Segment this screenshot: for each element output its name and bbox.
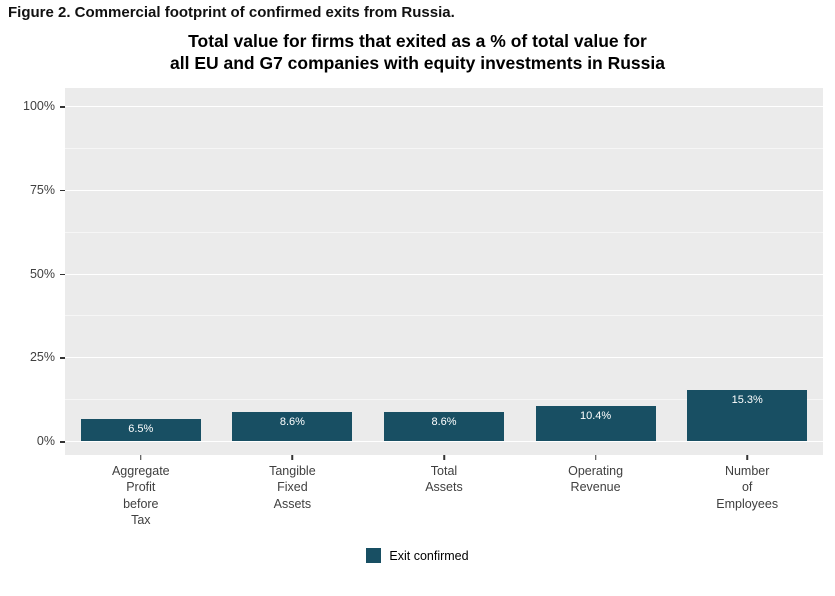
x-tick-label: Total Assets: [425, 464, 463, 495]
x-tick-mark: [443, 455, 445, 460]
y-tick-mark: [60, 441, 65, 443]
bar-value-label: 6.5%: [128, 423, 154, 436]
legend-swatch-icon: [366, 548, 382, 563]
x-tick-label: Operating Revenue: [568, 464, 624, 495]
gridline-minor: [65, 399, 823, 401]
bar: 8.6%: [232, 412, 353, 441]
bar: 8.6%: [384, 412, 504, 441]
x-tick-mark: [746, 455, 748, 460]
x-tick-mark: [594, 455, 597, 460]
y-tick-mark: [60, 273, 65, 275]
gridline-minor: [65, 231, 823, 233]
y-axis: 0% 25% 50% 75% 100%: [0, 88, 65, 455]
plot-panel: 6.5% 8.6% 8.6% 10.4% 15.3%: [65, 88, 823, 455]
y-tick-mark: [60, 189, 65, 192]
bar-value-label: 15.3%: [731, 393, 763, 406]
y-tick-mark: [60, 106, 65, 108]
y-tick-label: 25%: [29, 350, 55, 365]
gridline-minor: [65, 315, 823, 317]
x-tick-mark: [291, 455, 294, 460]
x-ticks: [65, 455, 823, 461]
bar: 10.4%: [535, 406, 656, 441]
figure-caption: Figure 2. Commercial footprint of confir…: [8, 4, 455, 21]
y-tick-mark: [60, 357, 65, 359]
gridline-major: [65, 273, 823, 275]
y-tick-label: 0%: [36, 434, 55, 448]
chart-title: Total value for firms that exited as a %…: [170, 31, 665, 74]
x-tick-label: Number of Employees: [716, 464, 779, 511]
legend: Exit confirmed: [0, 548, 835, 563]
gridline-minor: [65, 147, 823, 149]
bar-value-label: 8.6%: [431, 416, 457, 429]
x-axis: Aggregate Profit before Tax Tangible Fixe…: [65, 463, 823, 528]
legend-label: Exit confirmed: [389, 548, 469, 563]
x-tick-mark: [140, 455, 142, 460]
y-tick-label: 50%: [29, 266, 55, 281]
gridline-major: [65, 357, 823, 359]
y-tick-label: 75%: [29, 182, 55, 197]
gridline-major: [65, 106, 823, 107]
gridline-major: [65, 441, 823, 442]
bar-value-label: 10.4%: [579, 410, 612, 423]
y-tick-label: 100%: [23, 99, 55, 113]
bar: 6.5%: [80, 419, 201, 441]
x-tick-label: Tangible Fixed Assets: [269, 464, 316, 511]
gridline-major: [65, 189, 823, 191]
bar: 15.3%: [687, 389, 808, 441]
bar-value-label: 8.6%: [279, 416, 305, 429]
x-tick-label: Aggregate Profit before Tax: [111, 464, 170, 527]
